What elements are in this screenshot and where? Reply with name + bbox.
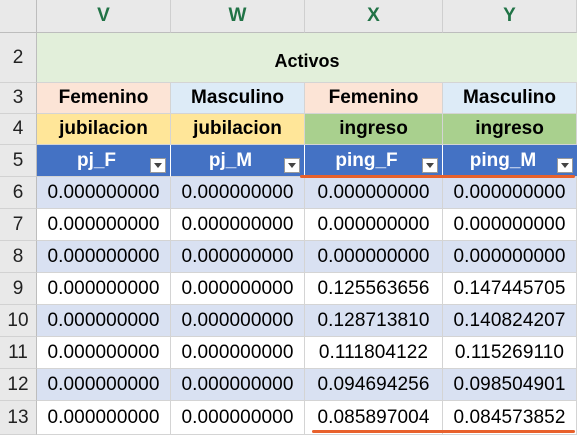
table-header-ping-f[interactable]: ping_F	[305, 145, 443, 177]
table-cell[interactable]: 0.098504901	[443, 369, 577, 401]
gender-cell-x[interactable]: Femenino	[305, 83, 443, 114]
gender-cell-w[interactable]: Masculino	[171, 83, 305, 114]
table-cell[interactable]: 0.000000000	[37, 273, 171, 305]
table-cell[interactable]: 0.115269110	[443, 337, 577, 369]
row-header-5[interactable]: 5	[0, 145, 37, 177]
table-header-label: ping_F	[335, 149, 398, 171]
gender-cell-v[interactable]: Femenino	[37, 83, 171, 114]
table-cell[interactable]: 0.085897004	[305, 401, 443, 435]
table-cell[interactable]: 0.125563656	[305, 273, 443, 305]
column-header-v[interactable]: V	[37, 0, 171, 33]
table-cell[interactable]: 0.000000000	[37, 369, 171, 401]
dropdown-arrow-icon[interactable]	[422, 158, 438, 173]
row-header-6[interactable]: 6	[0, 177, 37, 209]
highlight-underline-top	[300, 175, 575, 178]
table-cell[interactable]: 0.000000000	[443, 177, 577, 209]
dropdown-arrow-icon[interactable]	[284, 158, 300, 173]
title-cell[interactable]: Activos	[37, 33, 577, 83]
table-cell[interactable]: 0.000000000	[171, 305, 305, 337]
row-header-9[interactable]: 9	[0, 273, 37, 305]
column-header-w[interactable]: W	[171, 0, 305, 33]
table-cell[interactable]: 0.000000000	[305, 241, 443, 273]
table-cell[interactable]: 0.147445705	[443, 273, 577, 305]
table-cell[interactable]: 0.000000000	[443, 209, 577, 241]
table-cell[interactable]: 0.140824207	[443, 305, 577, 337]
category-cell-v[interactable]: jubilacion	[37, 114, 171, 145]
row-header-8[interactable]: 8	[0, 241, 37, 273]
table-cell[interactable]: 0.128713810	[305, 305, 443, 337]
table-cell[interactable]: 0.000000000	[37, 305, 171, 337]
table-cell[interactable]: 0.000000000	[37, 401, 171, 435]
dropdown-arrow-icon[interactable]	[150, 158, 166, 173]
column-header-y[interactable]: Y	[443, 0, 577, 33]
table-cell[interactable]: 0.000000000	[171, 241, 305, 273]
table-cell[interactable]: 0.000000000	[171, 369, 305, 401]
table-cell[interactable]: 0.000000000	[37, 209, 171, 241]
table-cell[interactable]: 0.000000000	[443, 241, 577, 273]
row-header-12[interactable]: 12	[0, 369, 37, 401]
gender-cell-y[interactable]: Masculino	[443, 83, 577, 114]
table-cell[interactable]: 0.000000000	[37, 337, 171, 369]
table-header-pj-m[interactable]: pj_M	[171, 145, 305, 177]
category-cell-x[interactable]: ingreso	[305, 114, 443, 145]
column-header-x[interactable]: X	[305, 0, 443, 33]
category-cell-y[interactable]: ingreso	[443, 114, 577, 145]
table-header-ping-m[interactable]: ping_M	[443, 145, 577, 177]
row-header-10[interactable]: 10	[0, 305, 37, 337]
category-cell-w[interactable]: jubilacion	[171, 114, 305, 145]
row-header-3[interactable]: 3	[0, 83, 37, 114]
table-cell[interactable]: 0.000000000	[171, 209, 305, 241]
table-cell[interactable]: 0.000000000	[171, 337, 305, 369]
row-header-13[interactable]: 13	[0, 401, 37, 435]
table-cell[interactable]: 0.094694256	[305, 369, 443, 401]
table-header-label: ping_M	[469, 149, 537, 171]
row-header-7[interactable]: 7	[0, 209, 37, 241]
select-all-corner[interactable]	[0, 0, 37, 33]
table-cell[interactable]: 0.111804122	[305, 337, 443, 369]
row-header-2[interactable]: 2	[0, 33, 37, 83]
table-cell[interactable]: 0.000000000	[37, 241, 171, 273]
table-header-label: pj_M	[208, 149, 253, 171]
dropdown-arrow-icon[interactable]	[557, 158, 573, 173]
table-header-pj-f[interactable]: pj_F	[37, 145, 171, 177]
table-cell[interactable]: 0.000000000	[305, 177, 443, 209]
table-cell[interactable]: 0.000000000	[171, 273, 305, 305]
table-header-label: pj_F	[76, 149, 117, 171]
table-cell[interactable]: 0.000000000	[305, 209, 443, 241]
row-header-4[interactable]: 4	[0, 114, 37, 145]
table-cell[interactable]: 0.000000000	[37, 177, 171, 209]
table-cell[interactable]: 0.000000000	[171, 177, 305, 209]
row-header-11[interactable]: 11	[0, 337, 37, 369]
table-cell[interactable]: 0.084573852	[443, 401, 577, 435]
table-cell[interactable]: 0.000000000	[171, 401, 305, 435]
highlight-underline-bottom	[312, 430, 575, 433]
